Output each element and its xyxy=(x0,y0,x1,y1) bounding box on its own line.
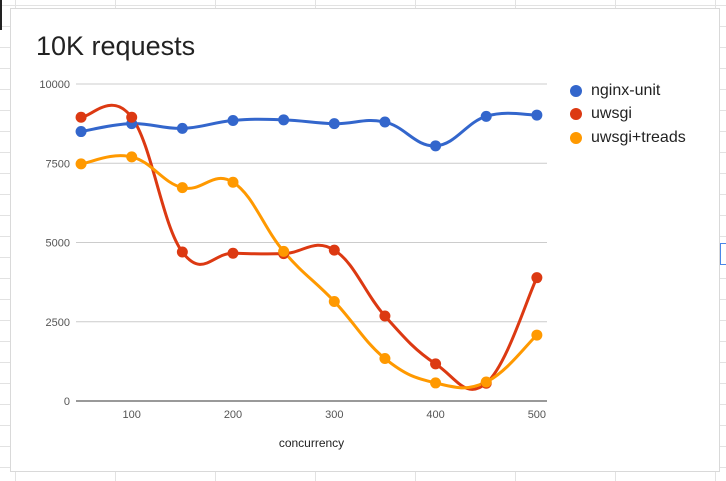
x-tick-label: 200 xyxy=(224,409,242,421)
data-point[interactable] xyxy=(480,376,492,388)
data-point[interactable] xyxy=(278,114,290,126)
legend-label: uwsgi xyxy=(591,105,632,123)
chart-card[interactable]: 10K requests 0 2500 5000 7500 10000 100 200 300… xyxy=(10,8,720,472)
data-point[interactable] xyxy=(480,110,492,122)
data-point[interactable] xyxy=(328,118,340,130)
data-point[interactable] xyxy=(430,358,442,370)
data-point[interactable] xyxy=(430,377,442,389)
gridlines xyxy=(76,83,547,402)
legend-swatch xyxy=(570,131,582,144)
y-tick-label: 7500 xyxy=(46,158,70,170)
data-point[interactable] xyxy=(379,353,391,365)
data-point[interactable] xyxy=(126,151,138,163)
legend-label: nginx-unit xyxy=(591,81,661,99)
data-point[interactable] xyxy=(430,140,442,152)
data-point[interactable] xyxy=(75,158,87,170)
legend-item[interactable]: uwsgi xyxy=(570,103,686,127)
x-tick-label: 100 xyxy=(123,409,141,421)
data-point[interactable] xyxy=(176,182,188,194)
chart-resize-handle[interactable] xyxy=(720,243,726,265)
data-point[interactable] xyxy=(227,247,239,259)
legend-item[interactable]: nginx-unit xyxy=(570,79,686,103)
y-tick-label: 10000 xyxy=(39,79,70,91)
data-point[interactable] xyxy=(328,244,340,256)
line-chart: 0 2500 5000 7500 10000 100 200 300 400 500 concur… xyxy=(39,79,547,450)
series-line-nginx-unit xyxy=(79,111,539,148)
legend-item[interactable]: uwsgi+treads xyxy=(570,126,686,150)
x-tick-label: 300 xyxy=(325,409,343,421)
data-point[interactable] xyxy=(126,111,138,123)
legend-swatch xyxy=(570,108,582,121)
data-point[interactable] xyxy=(531,272,543,284)
chart-legend: nginx-unit uwsgi uwsgi+treads xyxy=(570,79,686,150)
data-point[interactable] xyxy=(227,176,239,188)
y-tick-label: 2500 xyxy=(46,317,70,329)
data-point[interactable] xyxy=(379,310,391,322)
y-tick-label: 0 xyxy=(64,396,70,408)
data-point[interactable] xyxy=(176,122,188,134)
series-line-uwsgi-treads xyxy=(79,154,539,390)
data-points xyxy=(75,109,543,389)
data-point[interactable] xyxy=(176,246,188,258)
y-tick-label: 5000 xyxy=(46,238,70,250)
spreadsheet-edge xyxy=(0,0,2,30)
series-lines xyxy=(79,103,539,391)
data-point[interactable] xyxy=(75,126,87,138)
legend-swatch xyxy=(570,84,582,97)
data-point[interactable] xyxy=(227,114,239,126)
data-point[interactable] xyxy=(531,329,543,341)
x-tick-label: 400 xyxy=(426,409,444,421)
data-point[interactable] xyxy=(75,111,87,123)
data-point[interactable] xyxy=(278,245,290,257)
x-axis-title: concurrency xyxy=(279,436,344,450)
series-line-uwsgi xyxy=(79,103,539,391)
data-point[interactable] xyxy=(328,295,340,307)
data-point[interactable] xyxy=(379,116,391,128)
x-tick-label: 500 xyxy=(528,409,546,421)
legend-label: uwsgi+treads xyxy=(591,128,686,146)
chart-title: 10K requests xyxy=(36,31,196,61)
tick-labels: 0 2500 5000 7500 10000 100 200 300 400 500 xyxy=(39,79,546,421)
data-point[interactable] xyxy=(531,109,543,121)
